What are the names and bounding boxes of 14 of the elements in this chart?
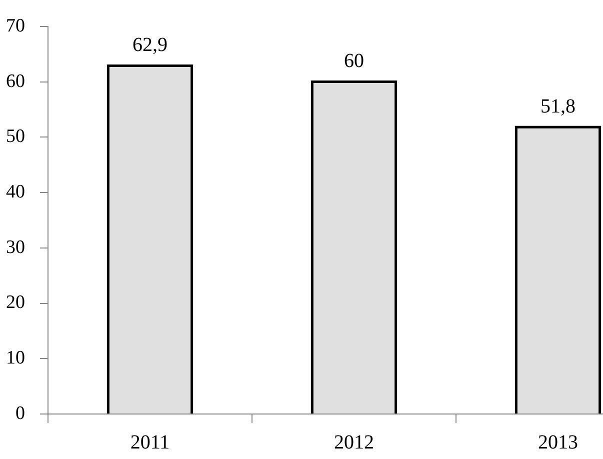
x-tick-label: 2012 bbox=[334, 431, 374, 454]
x-tick-label: 2011 bbox=[130, 431, 170, 454]
y-tick-label: 0 bbox=[16, 402, 25, 424]
y-tick-label: 40 bbox=[6, 182, 25, 202]
data-label: 62,9 bbox=[132, 34, 168, 56]
y-tick-label: 70 bbox=[6, 15, 25, 36]
data-label: 51,8 bbox=[540, 95, 576, 118]
y-tick-label: 20 bbox=[6, 292, 25, 314]
x-tick-label: 2013 bbox=[538, 431, 578, 454]
y-tick-label: 60 bbox=[6, 70, 25, 92]
y-tick-label: 30 bbox=[6, 236, 25, 258]
data-label: 60 bbox=[344, 50, 364, 72]
y-tick-label: 10 bbox=[6, 348, 25, 369]
y-tick-label: 50 bbox=[6, 126, 25, 148]
